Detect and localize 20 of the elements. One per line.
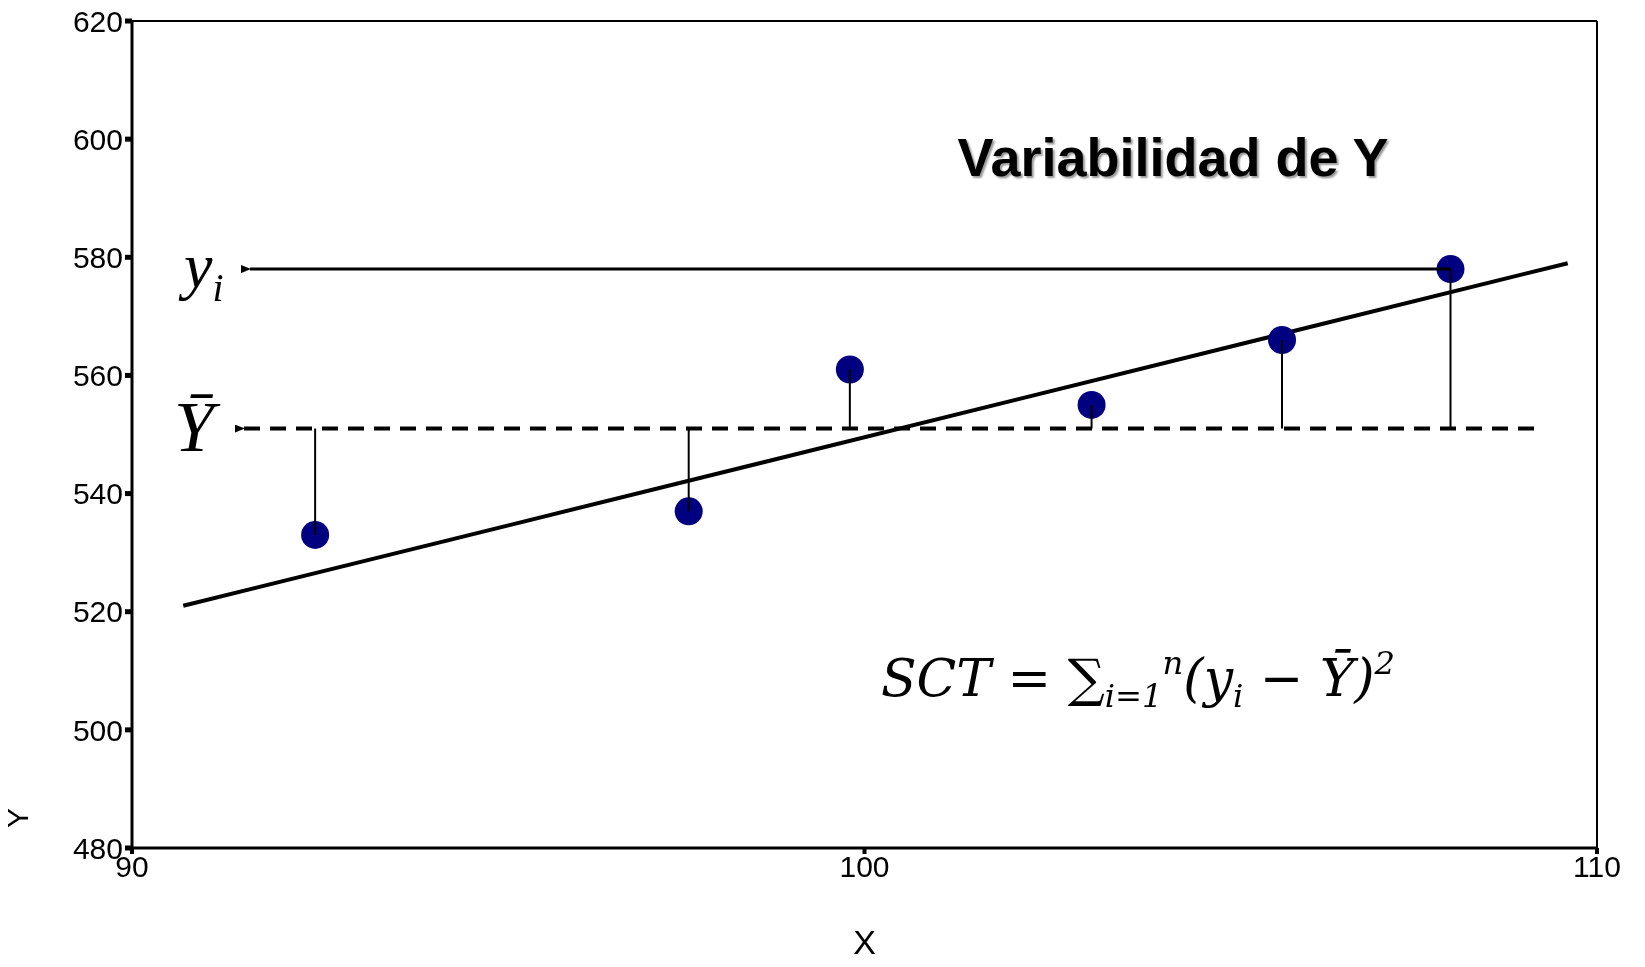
point xyxy=(1077,390,1106,419)
y-tick-label: 580 xyxy=(72,240,123,274)
y-tick-label: 600 xyxy=(72,122,123,156)
point xyxy=(674,497,703,526)
text: Variabilidad de Y xyxy=(957,127,1389,187)
annotation: y$_{i}$ xyxy=(178,230,224,311)
y-axis-title: Y xyxy=(1,807,34,828)
y-tick-label: 500 xyxy=(72,713,123,747)
point xyxy=(835,355,864,384)
point xyxy=(301,520,330,549)
x-tick-label: 100 xyxy=(839,850,890,884)
x-tick-label: 110 xyxy=(1573,850,1621,884)
y-tick-label: 540 xyxy=(72,477,123,511)
y-tick-label: 620 xyxy=(72,4,123,38)
point xyxy=(1268,325,1297,354)
y-tick-label: 560 xyxy=(72,359,123,393)
ref-line-label: Ȳ xyxy=(173,386,221,467)
x-axis-title: X xyxy=(853,923,876,961)
annotation: SCT = ∑$_{i=1}$$^{n}$(y$_{i}$ − Ȳ)$^{2}$ xyxy=(880,643,1396,716)
y-tick-label: 520 xyxy=(72,595,123,629)
